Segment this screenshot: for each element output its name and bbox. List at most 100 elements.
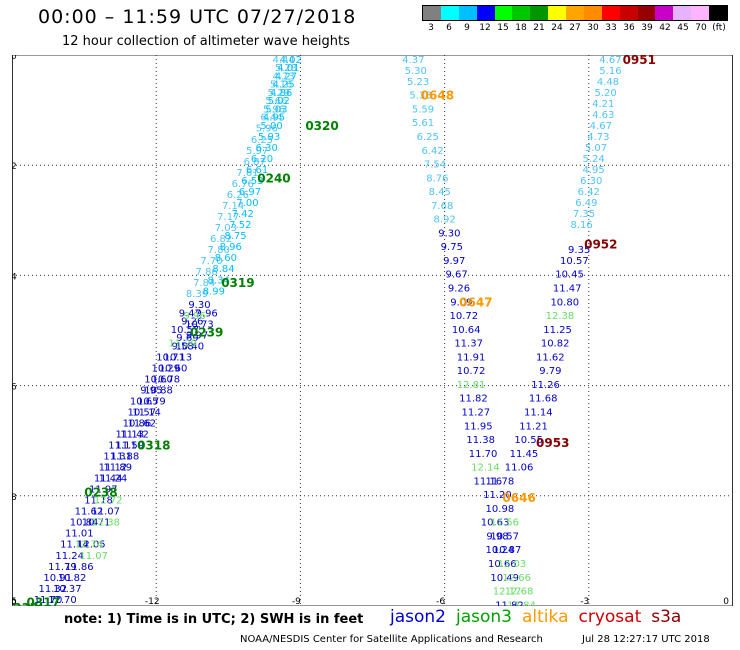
wave-height-label: 11.16 (474, 476, 503, 487)
wave-height-label: 5.20 (594, 88, 616, 99)
wave-height-label: 4.73 (272, 71, 294, 82)
legend-label: 45 (677, 23, 689, 33)
wave-height-label: 9.35 (568, 245, 590, 256)
legend-label: 30 (587, 23, 599, 33)
legend-label: (ft) (712, 23, 726, 33)
pass-time-label: 0318 (137, 439, 170, 453)
wave-height-label: 5.66 (265, 96, 287, 107)
wave-height-label: 9.75 (441, 242, 463, 253)
pass-time-label: 0237 (12, 601, 38, 606)
wave-height-label: 11.29 (168, 339, 197, 350)
wave-height-label: 8.60 (215, 253, 237, 264)
legend-swatch (530, 6, 549, 20)
legend-swatch (709, 6, 727, 20)
wave-height-label: 10.64 (452, 325, 481, 336)
wave-height-map[interactable]: -15-12-9-6-30-30-32-34-36-38-40 4.445.28… (2, 52, 733, 621)
wave-height-label: 11.62 (536, 352, 565, 363)
wave-height-label: 9.58 (172, 341, 194, 352)
wave-height-label: 5.28 (275, 63, 297, 74)
wave-height-label: 10.98 (486, 504, 515, 515)
pass-time-label: 0952 (584, 237, 617, 251)
legend-swatch (673, 6, 692, 20)
wave-height-label: 11.13 (115, 430, 144, 441)
wave-height-label: 10.24 (486, 545, 515, 556)
wave-height-label: 11.89 (103, 463, 132, 474)
wave-height-label: 4.21 (592, 99, 614, 110)
wave-height-label: 7.84 (193, 278, 215, 289)
wave-height-label: 7.86 (196, 267, 218, 278)
legend-label: 21 (533, 23, 545, 33)
wave-height-label: 4.67 (590, 121, 612, 132)
legend-swatch (566, 6, 584, 20)
wave-height-label: 10.65 (130, 396, 159, 407)
wave-height-label: 7.68 (431, 201, 453, 212)
wave-height-label: 7.61 (236, 168, 258, 179)
wave-height-label: 6.97 (239, 187, 261, 198)
wave-height-label: 11.95 (464, 421, 493, 432)
legend-swatch (440, 6, 459, 20)
wave-height-label: 4.02 (280, 55, 302, 66)
wave-height-label: 11.44 (94, 474, 123, 485)
legend-swatch (619, 6, 638, 20)
wave-height-label: 7.14 (222, 201, 244, 212)
wave-height-label: 9.79 (539, 366, 561, 377)
wave-height-label: 11.11 (108, 441, 137, 452)
wave-height-label: 10.13 (164, 352, 193, 363)
wave-height-label: 6.26 (227, 190, 249, 201)
wave-height-label: 9.30 (438, 228, 460, 239)
wave-height-label: 8.39 (186, 289, 208, 300)
wave-height-label: 6.42 (578, 187, 600, 198)
wave-height-label: 9.97 (443, 256, 465, 267)
wave-height-label: 5.96 (263, 104, 285, 115)
wave-height-label: 5.59 (412, 104, 434, 115)
wave-height-label: 5.97 (246, 146, 268, 157)
wave-height-label: 11.82 (459, 394, 488, 405)
legend-swatch (423, 6, 441, 20)
wave-height-label: 10.88 (144, 385, 173, 396)
legend-label: 33 (605, 23, 617, 33)
satellite-altika: altika (522, 607, 569, 627)
color-scale-legend: 3 6 9 12 15 18 21 24 27 30 33 36 39 42 45 70 (ft) (422, 5, 728, 35)
wave-height-label: 9.96 (196, 308, 218, 319)
legend-label: 24 (551, 23, 563, 33)
wave-height-label: 7.00 (236, 198, 258, 209)
pass-time-label: 0320 (305, 119, 338, 133)
x-tick-label: -9 (292, 597, 301, 606)
y-tick-label: -32 (12, 162, 17, 172)
wave-height-label: 10.57 (560, 256, 589, 267)
wave-height-label: 9.67 (445, 270, 467, 281)
satellite-legend: jason2 jason3 altika cryosat s3a (390, 607, 691, 627)
wave-height-label: 5.03 (265, 104, 287, 115)
wave-height-label: 10.91 (43, 573, 72, 584)
pass-time-label: 0648 (421, 89, 454, 103)
wave-height-label: 5.30 (405, 66, 427, 77)
wave-height-label: 13.84 (507, 600, 536, 606)
credit-text: NOAA/NESDIS Center for Satellite Applica… (240, 634, 543, 645)
pass-time-label: 0647 (459, 295, 492, 309)
wave-height-label: 5.00 (260, 121, 282, 132)
wave-height-label: 6.44 (260, 113, 282, 124)
wave-height-label: 10.82 (541, 339, 570, 350)
wave-height-label: 6.82 (210, 234, 232, 245)
x-tick-label: -12 (145, 597, 160, 606)
wave-height-label: 10.66 (488, 559, 517, 570)
legend-label: 36 (623, 23, 635, 33)
wave-height-label: 4.95 (263, 113, 285, 124)
wave-height-label: 8.92 (433, 215, 455, 226)
wave-height-label: 11.70 (34, 595, 63, 606)
wave-height-label: 11.82 (495, 600, 524, 606)
wave-height-label: 7.70 (200, 256, 222, 267)
legend-swatch (494, 6, 513, 20)
wave-height-label: 10.78 (151, 374, 180, 385)
footnote: note: 1) Time is in UTC; 2) SWH is in fe… (64, 612, 364, 627)
satellite-jason2: jason2 (390, 607, 446, 627)
wave-height-label: 10.87 (493, 545, 522, 556)
wave-height-label: 4.48 (597, 77, 619, 88)
wave-height-label: 11.14 (60, 540, 89, 551)
wave-height-label: 10.84 (70, 518, 99, 529)
wave-height-label: 4.95 (582, 165, 604, 176)
wave-height-label: 4.63 (592, 110, 614, 121)
legend-label: 3 (428, 23, 434, 33)
wave-height-label: 11.68 (529, 394, 558, 405)
wave-height-label: 6.30 (256, 143, 278, 154)
